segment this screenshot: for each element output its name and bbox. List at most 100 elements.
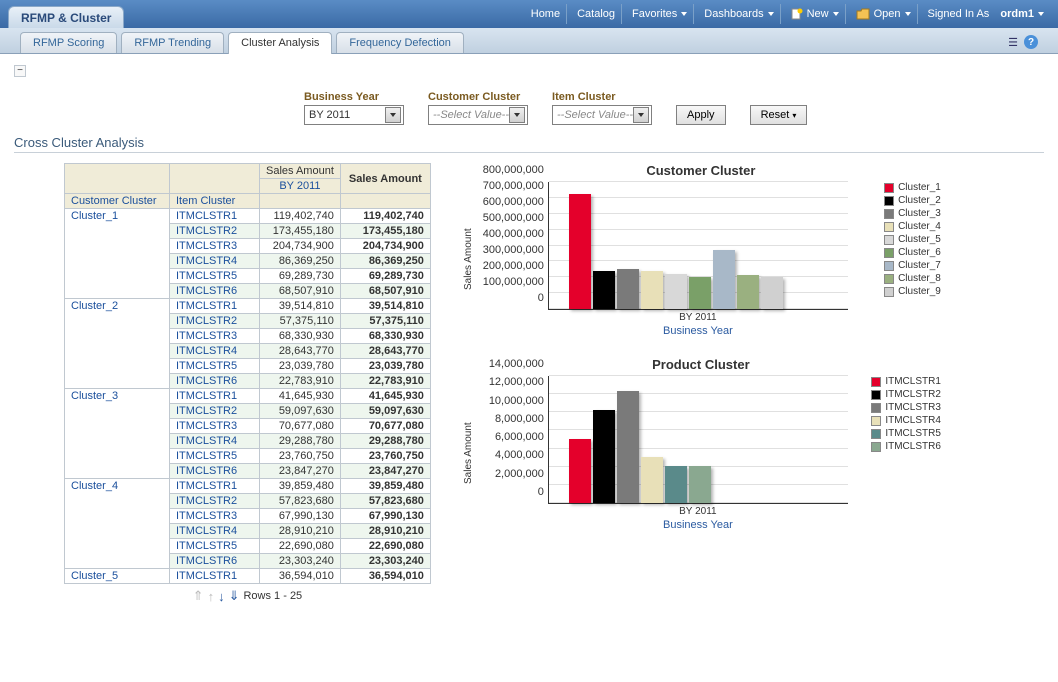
value-cell: 39,514,810 — [260, 299, 341, 314]
item-cluster-cell[interactable]: ITMCLSTR1 — [170, 569, 260, 584]
chart-bar[interactable] — [617, 391, 639, 503]
legend-swatch — [884, 209, 894, 219]
item-cluster-cell[interactable]: ITMCLSTR3 — [170, 329, 260, 344]
header-customer-cluster[interactable]: Customer Cluster — [65, 194, 170, 209]
chart-bar[interactable] — [689, 466, 711, 503]
header-year[interactable]: BY 2011 — [260, 179, 341, 194]
customer-cluster-cell[interactable]: Cluster_5 — [65, 569, 170, 584]
y-tick-label: 0 — [538, 292, 544, 304]
nav-favorites[interactable]: Favorites — [626, 4, 694, 24]
value-cell: 28,643,770 — [260, 344, 341, 359]
item-cluster-cell[interactable]: ITMCLSTR2 — [170, 494, 260, 509]
item-cluster-cell[interactable]: ITMCLSTR4 — [170, 254, 260, 269]
collapse-toggle[interactable]: − — [14, 65, 26, 77]
y-tick-label: 14,000,000 — [489, 358, 544, 370]
x-axis-title: Business Year — [548, 325, 848, 337]
total-cell: 68,330,930 — [340, 329, 430, 344]
page-options-icon[interactable]: ☰ — [1008, 36, 1018, 49]
chart-bar[interactable] — [665, 466, 687, 503]
item-cluster-cell[interactable]: ITMCLSTR5 — [170, 449, 260, 464]
reset-button[interactable]: Reset▾ — [750, 105, 808, 125]
tab-frequency-defection[interactable]: Frequency Defection — [336, 32, 464, 53]
item-cluster-cell[interactable]: ITMCLSTR6 — [170, 464, 260, 479]
item-cluster-cell[interactable]: ITMCLSTR3 — [170, 239, 260, 254]
y-tick-label: 700,000,000 — [483, 180, 544, 192]
nav-open[interactable]: Open — [850, 4, 918, 24]
item-cluster-cell[interactable]: ITMCLSTR4 — [170, 344, 260, 359]
nav-home[interactable]: Home — [525, 4, 567, 24]
nav-dashboards[interactable]: Dashboards — [698, 4, 780, 24]
item-cluster-cell[interactable]: ITMCLSTR1 — [170, 479, 260, 494]
total-cell: 22,783,910 — [340, 374, 430, 389]
chart-bar[interactable] — [617, 269, 639, 309]
legend-item: Cluster_3 — [884, 208, 941, 219]
customer-cluster-cell[interactable]: Cluster_1 — [65, 209, 170, 299]
value-cell: 69,289,730 — [260, 269, 341, 284]
chart-bar[interactable] — [641, 457, 663, 503]
item-cluster-cell[interactable]: ITMCLSTR2 — [170, 224, 260, 239]
item-cluster-cell[interactable]: ITMCLSTR6 — [170, 554, 260, 569]
item-cluster-cell[interactable]: ITMCLSTR5 — [170, 359, 260, 374]
item-cluster-cell[interactable]: ITMCLSTR2 — [170, 404, 260, 419]
chart-bar[interactable] — [689, 277, 711, 309]
chart-bar[interactable] — [761, 277, 783, 309]
value-cell: 70,677,080 — [260, 419, 341, 434]
item-cluster-cell[interactable]: ITMCLSTR1 — [170, 389, 260, 404]
header-item-cluster[interactable]: Item Cluster — [170, 194, 260, 209]
dropdown-item-cluster[interactable]: --Select Value-- — [552, 105, 652, 125]
page-first-icon: ⇑ — [193, 588, 204, 604]
item-cluster-cell[interactable]: ITMCLSTR4 — [170, 524, 260, 539]
chevron-down-icon — [509, 107, 525, 123]
chart-bar[interactable] — [593, 410, 615, 503]
legend-swatch — [884, 248, 894, 258]
value-cell: 23,847,270 — [260, 464, 341, 479]
chart-bar[interactable] — [569, 439, 591, 503]
item-cluster-cell[interactable]: ITMCLSTR6 — [170, 374, 260, 389]
legend-item: Cluster_6 — [884, 247, 941, 258]
tab-rfmp-trending[interactable]: RFMP Trending — [121, 32, 224, 53]
legend-label: Cluster_7 — [898, 260, 941, 271]
item-cluster-cell[interactable]: ITMCLSTR1 — [170, 299, 260, 314]
chart-bar[interactable] — [665, 274, 687, 309]
chart-bar[interactable] — [593, 271, 615, 309]
table-row: Cluster_5ITMCLSTR136,594,01036,594,010 — [65, 569, 431, 584]
table-row: Cluster_4ITMCLSTR139,859,48039,859,480 — [65, 479, 431, 494]
value-cell: 59,097,630 — [260, 404, 341, 419]
customer-cluster-cell[interactable]: Cluster_4 — [65, 479, 170, 569]
divider — [14, 152, 1044, 153]
y-tick-label: 0 — [538, 486, 544, 498]
value-cell: 86,369,250 — [260, 254, 341, 269]
legend-item: ITMCLSTR5 — [871, 428, 941, 439]
item-cluster-cell[interactable]: ITMCLSTR3 — [170, 419, 260, 434]
y-tick-label: 300,000,000 — [483, 244, 544, 256]
page-next-icon[interactable]: ↓ — [218, 589, 225, 604]
legend-label: ITMCLSTR3 — [885, 402, 941, 413]
page-last-icon[interactable]: ⇓ — [229, 588, 240, 604]
chart-bar[interactable] — [569, 194, 591, 309]
item-cluster-cell[interactable]: ITMCLSTR5 — [170, 269, 260, 284]
header-total-sales-amount: Sales Amount — [340, 164, 430, 194]
tab-cluster-analysis[interactable]: Cluster Analysis — [228, 32, 332, 54]
chart-bar[interactable] — [641, 271, 663, 309]
customer-cluster-cell[interactable]: Cluster_2 — [65, 299, 170, 389]
apply-button[interactable]: Apply — [676, 105, 726, 125]
tab-rfmp-scoring[interactable]: RFMP Scoring — [20, 32, 117, 53]
customer-cluster-cell[interactable]: Cluster_3 — [65, 389, 170, 479]
legend-swatch — [884, 235, 894, 245]
y-tick-label: 100,000,000 — [483, 276, 544, 288]
help-icon[interactable]: ? — [1024, 35, 1038, 49]
dropdown-business-year[interactable]: BY 2011 — [304, 105, 404, 125]
item-cluster-cell[interactable]: ITMCLSTR2 — [170, 314, 260, 329]
nav-catalog[interactable]: Catalog — [571, 4, 622, 24]
chart-bar[interactable] — [737, 275, 759, 309]
item-cluster-cell[interactable]: ITMCLSTR1 — [170, 209, 260, 224]
item-cluster-cell[interactable]: ITMCLSTR4 — [170, 434, 260, 449]
dropdown-customer-cluster[interactable]: --Select Value-- — [428, 105, 528, 125]
nav-new[interactable]: New — [785, 4, 846, 24]
item-cluster-cell[interactable]: ITMCLSTR3 — [170, 509, 260, 524]
total-cell: 39,514,810 — [340, 299, 430, 314]
chart-bar[interactable] — [713, 250, 735, 309]
item-cluster-cell[interactable]: ITMCLSTR6 — [170, 284, 260, 299]
item-cluster-cell[interactable]: ITMCLSTR5 — [170, 539, 260, 554]
signed-in-as[interactable]: Signed In As ordm1 — [922, 4, 1050, 24]
